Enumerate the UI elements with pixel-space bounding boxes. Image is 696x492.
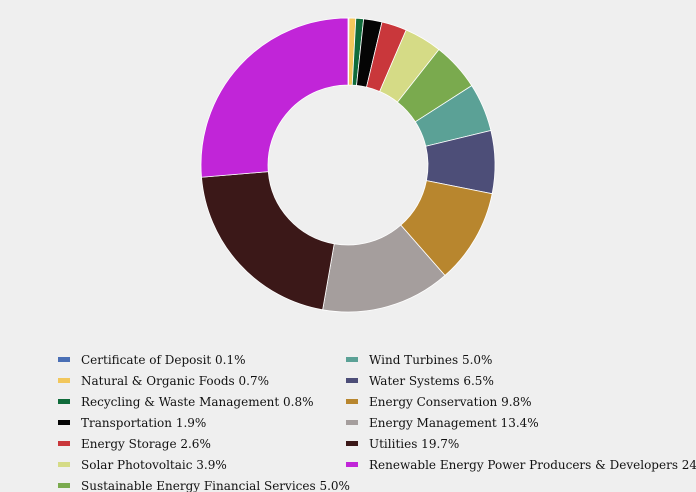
legend-label: Sustainable Energy Financial Services 5.…	[81, 479, 350, 492]
legend-label: Water Systems 6.5%	[369, 374, 494, 388]
legend-label: Energy Conservation 9.8%	[369, 395, 532, 409]
legend: Certificate of Deposit 0.1% Natural & Org…	[58, 353, 696, 492]
legend-item: Recycling & Waste Management 0.8%	[58, 395, 314, 409]
legend-item: Solar Photovoltaic 3.9%	[58, 458, 227, 472]
legend-swatch	[346, 357, 358, 362]
legend-item: Natural & Organic Foods 0.7%	[58, 374, 269, 388]
donut-slices	[200, 17, 496, 313]
legend-label: Solar Photovoltaic 3.9%	[81, 458, 227, 472]
legend-swatch	[58, 399, 70, 404]
legend-item: Transportation 1.9%	[58, 416, 206, 430]
legend-swatch	[58, 420, 70, 425]
legend-label: Renewable Energy Power Producers & Devel…	[369, 458, 696, 472]
legend-label: Recycling & Waste Management 0.8%	[81, 395, 314, 409]
legend-swatch	[58, 378, 70, 383]
legend-label: Certificate of Deposit 0.1%	[81, 353, 246, 367]
slice-utilities	[201, 171, 335, 311]
legend-item: Energy Storage 2.6%	[58, 437, 211, 451]
legend-label: Transportation 1.9%	[81, 416, 206, 430]
legend-item: Wind Turbines 5.0%	[346, 353, 492, 367]
legend-label: Energy Storage 2.6%	[81, 437, 211, 451]
legend-swatch	[58, 441, 70, 446]
legend-label: Energy Management 13.4%	[369, 416, 539, 430]
legend-label: Natural & Organic Foods 0.7%	[81, 374, 269, 388]
legend-swatch	[58, 462, 70, 467]
legend-swatch	[346, 441, 358, 446]
legend-item: Renewable Energy Power Producers & Devel…	[346, 458, 696, 472]
legend-item: Energy Conservation 9.8%	[346, 395, 532, 409]
legend-item: Utilities 19.7%	[346, 437, 459, 451]
legend-swatch	[58, 357, 70, 362]
legend-swatch	[58, 483, 70, 488]
legend-label: Wind Turbines 5.0%	[369, 353, 492, 367]
legend-item: Energy Management 13.4%	[346, 416, 539, 430]
legend-swatch	[346, 420, 358, 425]
slice-renewable-energy-power-producers-developers	[200, 17, 349, 178]
legend-item: Water Systems 6.5%	[346, 374, 494, 388]
legend-swatch	[346, 378, 358, 383]
legend-item: Certificate of Deposit 0.1%	[58, 353, 246, 367]
legend-item: Sustainable Energy Financial Services 5.…	[58, 479, 350, 492]
legend-label: Utilities 19.7%	[369, 437, 459, 451]
legend-swatch	[346, 462, 358, 467]
legend-swatch	[346, 399, 358, 404]
